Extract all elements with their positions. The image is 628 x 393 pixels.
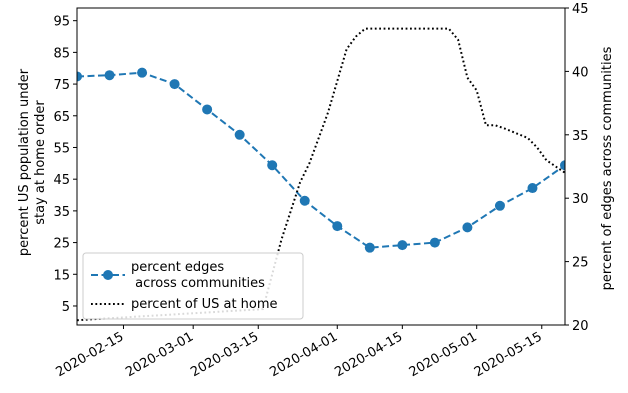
left-tick-label: 25 [53,237,70,252]
plot-frame [76,7,566,326]
x-tick-label: 2020-04-01 [267,329,340,380]
left-tick-label: 75 [53,78,70,93]
legend-frame [82,252,304,320]
x-tick-label: 2020-05-15 [472,329,545,380]
legend-label-2: percent of US at home [131,297,278,312]
axes: 5 15 25 35 45 55 65 75 85 95 20 25 30 35 40 45 2020-02-1… [17,2,615,380]
data-point-4 [169,79,180,90]
data-point-10 [364,242,375,253]
y-axis-label-left: percent US population understay at home … [17,68,48,256]
legend: percent edges across communities percent … [82,252,304,320]
x-tick-label: 2020-05-01 [407,329,480,380]
x-tick-label: 2020-04-15 [332,329,405,380]
x-tick-label: 2020-03-15 [188,329,261,380]
data-point-12 [429,237,440,248]
right-tick-label: 25 [572,256,589,271]
data-point-5 [202,104,213,115]
left-tick-label: 45 [53,173,70,188]
left-tick-label: 5 [62,300,70,315]
left-tick-label: 95 [53,15,70,30]
data-point-11 [397,240,408,251]
left-tick-label: 35 [53,205,70,220]
left-tick-label: 65 [53,110,70,125]
data-point-1 [77,71,82,82]
data-point-6 [234,129,245,140]
plot-area [77,27,565,322]
y-axis-label-right: percent of edges across communities [600,46,615,290]
data-point-8 [299,195,310,206]
right-tick-label: 40 [572,65,589,80]
data-point-3 [137,67,148,78]
data-point-15 [527,183,538,194]
x-tick-label: 2020-03-01 [123,329,196,380]
legend-label-1: percent edges across communities [131,260,265,291]
legend-marker-1 [103,270,113,280]
left-tick-label: 55 [53,141,70,156]
right-tick-label: 20 [572,319,589,334]
data-point-7 [267,160,278,171]
right-tick-label: 35 [572,129,589,144]
x-tick-label: 2020-02-15 [54,329,127,380]
series-group [77,27,565,322]
right-tick-label: 30 [572,192,589,207]
data-point-2 [104,70,115,81]
data-point-13 [462,222,473,233]
right-tick-label: 45 [572,2,589,17]
left-tick-label: 85 [53,46,70,61]
data-point-14 [494,200,505,211]
series-line-1 [77,71,565,249]
left-tick-label: 15 [53,268,70,283]
data-point-9 [332,221,343,232]
data-point-16 [560,160,565,171]
